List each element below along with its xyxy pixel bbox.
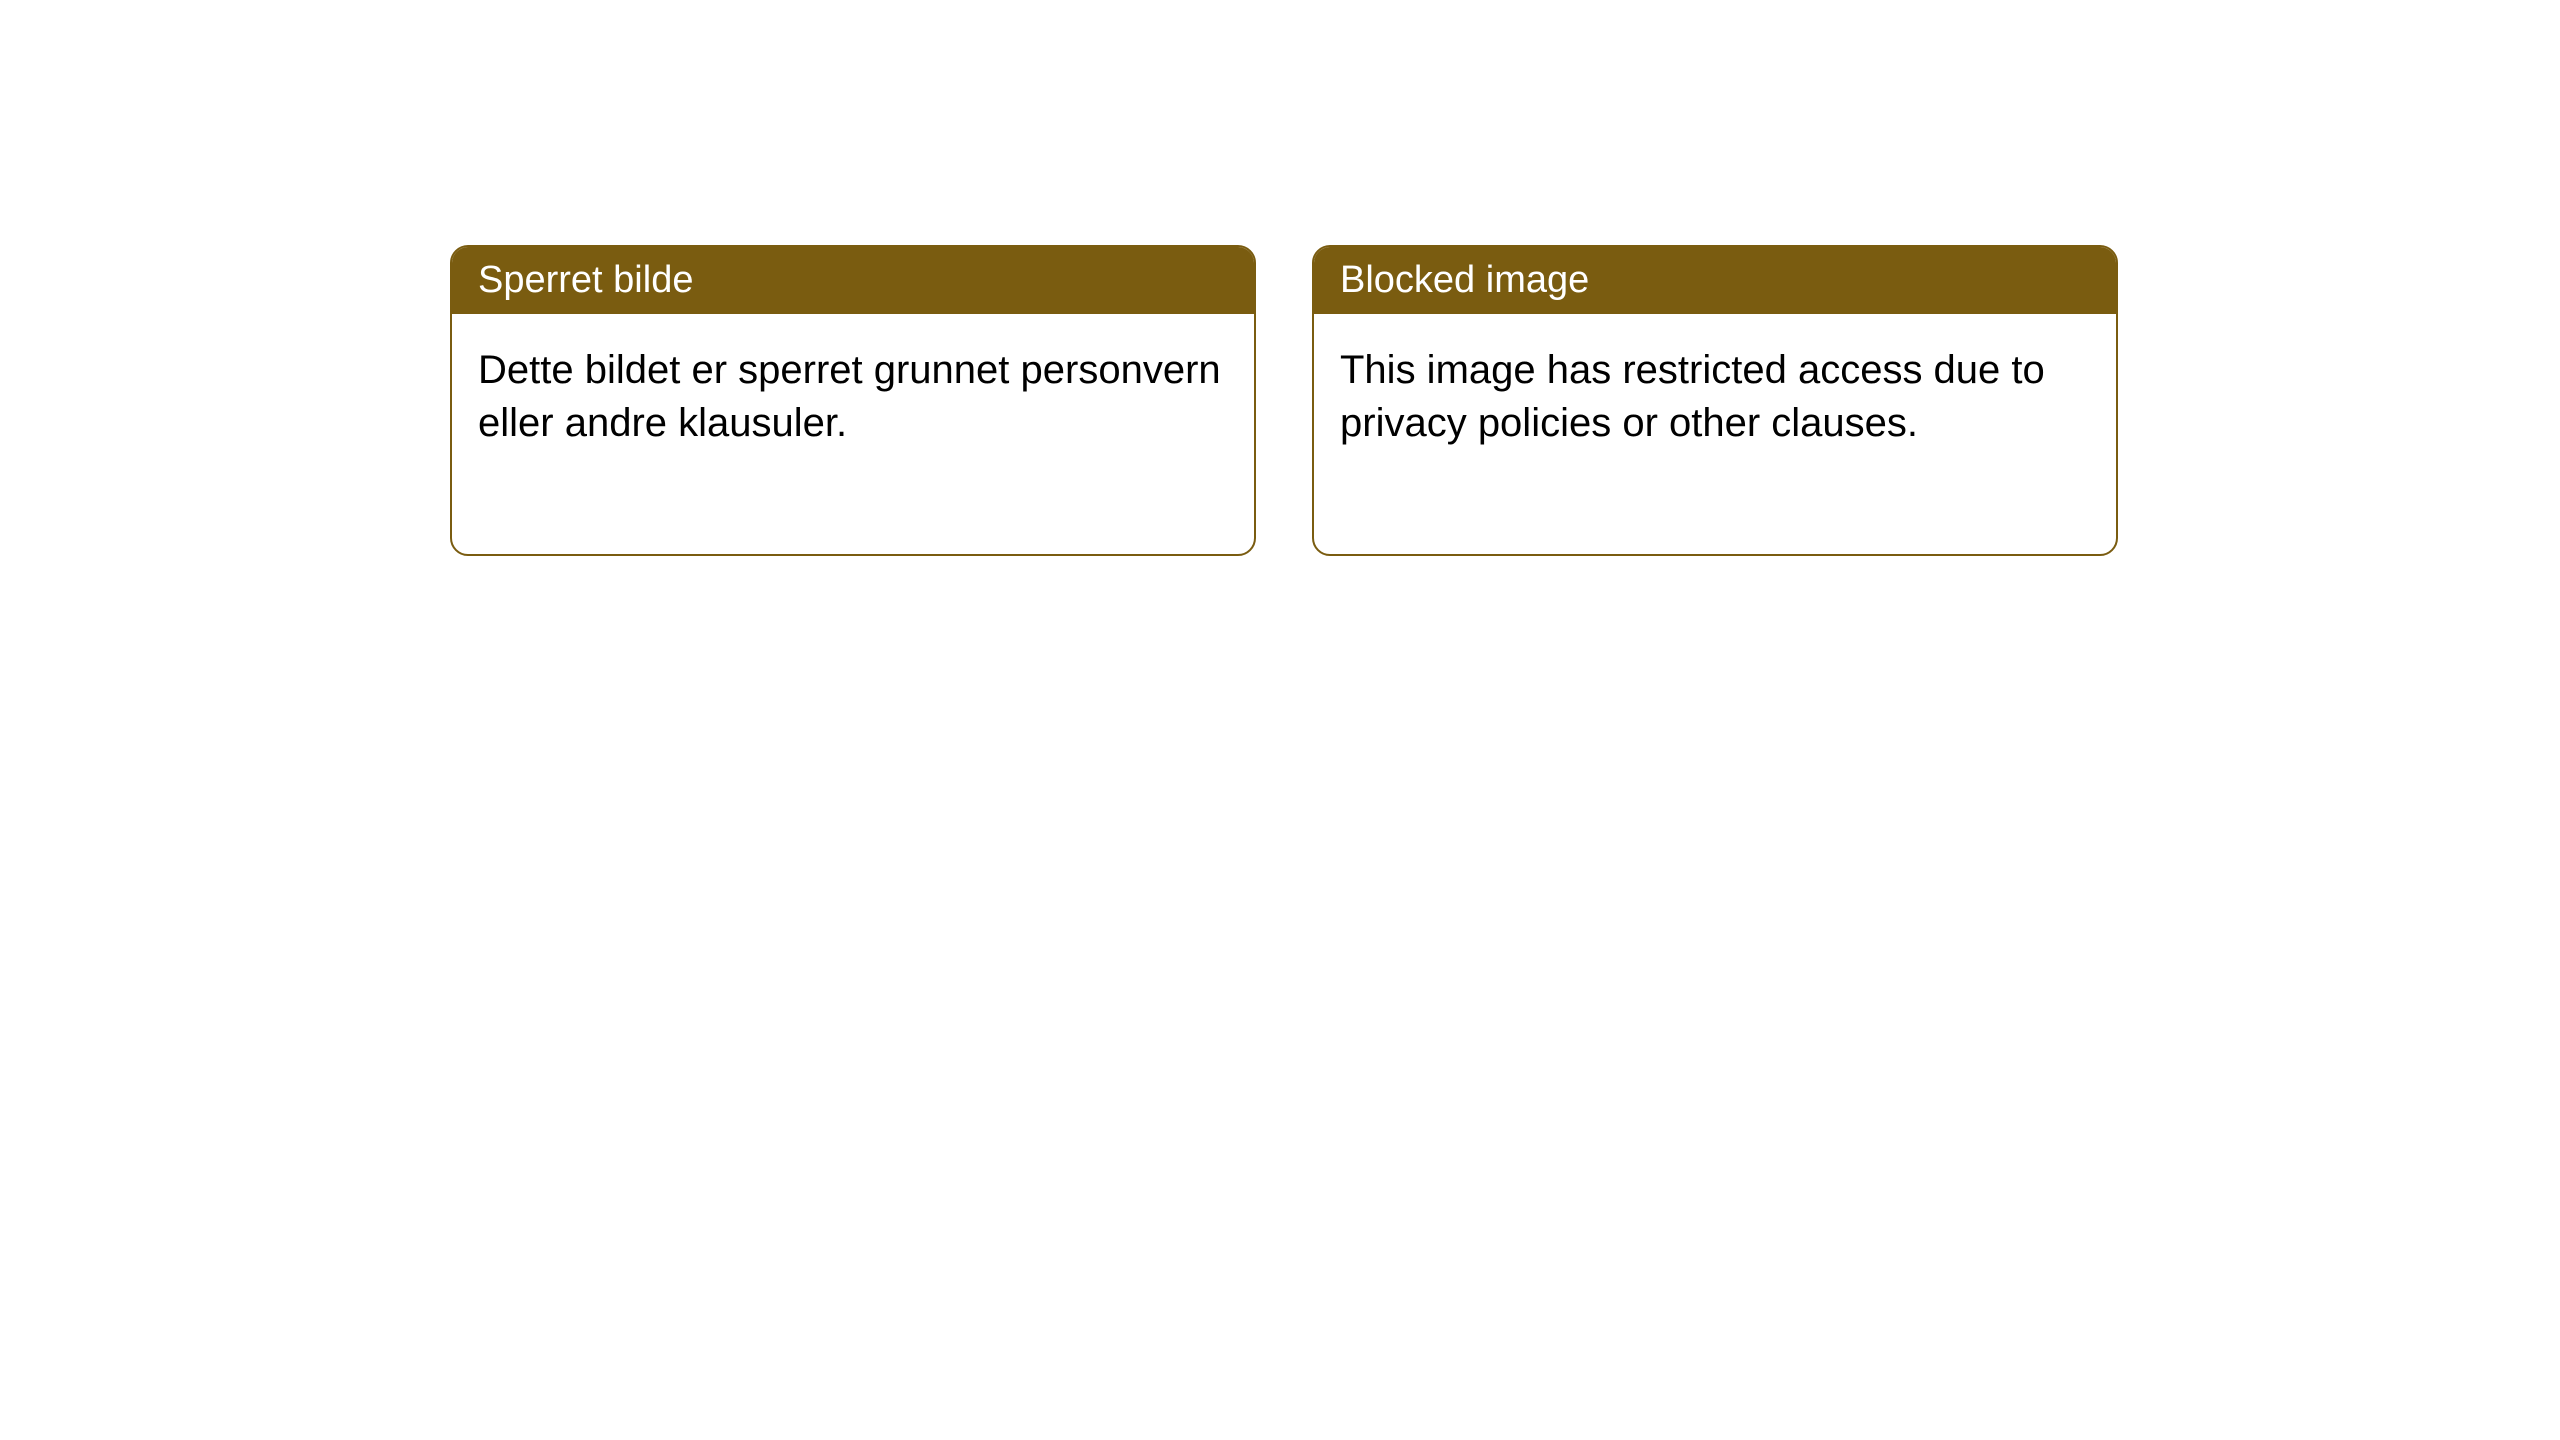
notice-body-english: This image has restricted access due to … xyxy=(1314,314,2116,554)
notice-card-norwegian: Sperret bilde Dette bildet er sperret gr… xyxy=(450,245,1256,556)
notice-card-english: Blocked image This image has restricted … xyxy=(1312,245,2118,556)
notice-cards-container: Sperret bilde Dette bildet er sperret gr… xyxy=(0,0,2560,556)
notice-header-norwegian: Sperret bilde xyxy=(452,247,1254,314)
notice-header-english: Blocked image xyxy=(1314,247,2116,314)
notice-body-norwegian: Dette bildet er sperret grunnet personve… xyxy=(452,314,1254,554)
